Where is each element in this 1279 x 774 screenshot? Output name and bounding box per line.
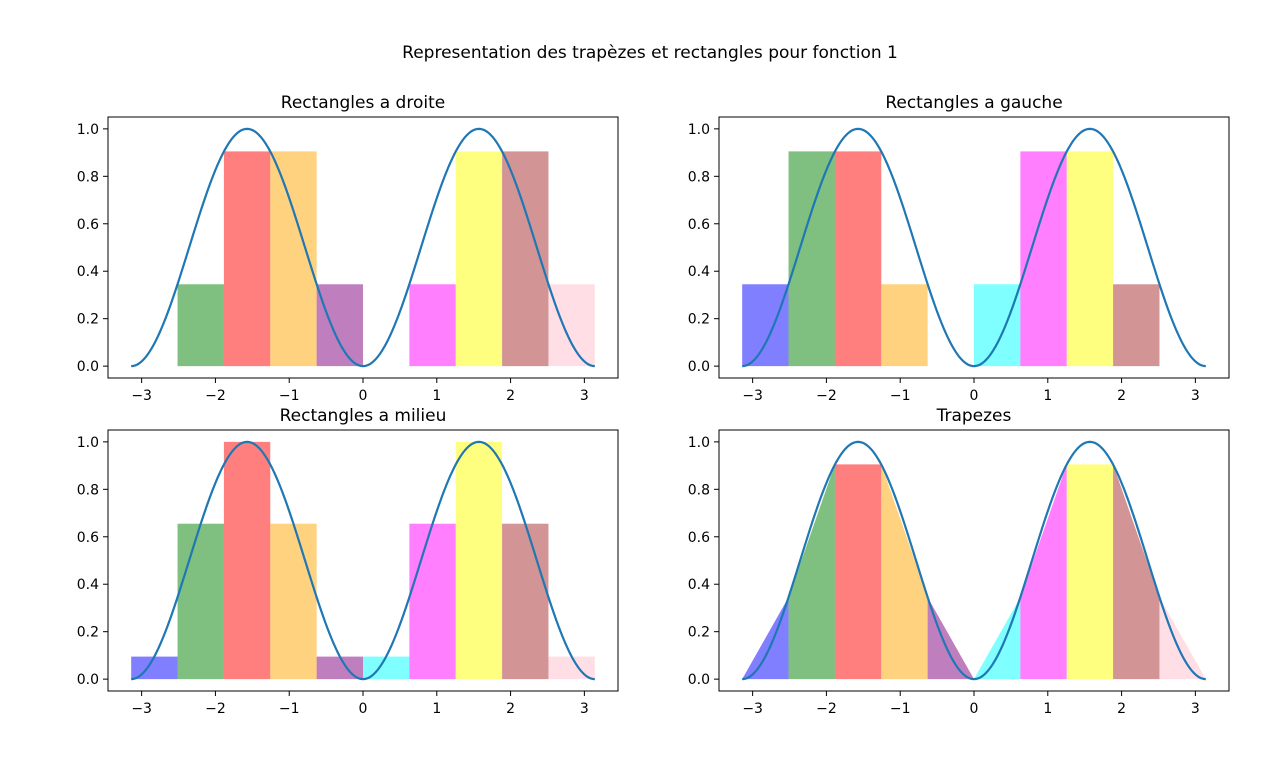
bar-2 <box>177 523 224 680</box>
bar-9 <box>502 523 549 680</box>
figure-title: Representation des trapèzes et rectangle… <box>402 43 898 63</box>
x-tick-label: −1 <box>890 701 911 717</box>
plot-area <box>131 127 595 368</box>
y-tick-label: 1.0 <box>77 435 99 451</box>
x-tick-label: −1 <box>279 701 300 717</box>
x-tick-label: 2 <box>1117 701 1126 717</box>
plot-area <box>742 440 1206 681</box>
bar-3 <box>223 151 271 367</box>
bar-8 <box>455 441 503 680</box>
y-tick-label: 0.6 <box>77 217 99 233</box>
trapezoid-1 <box>742 597 789 680</box>
x-tick-label: −2 <box>816 388 837 404</box>
trapezoid-2 <box>788 464 835 680</box>
subplot-4: −3 −2 −1 0 1 2 3 0.0 0.2 0.4 0.6 0.8 1.0 Trapezes <box>688 406 1230 717</box>
trapezoid-6 <box>974 597 1021 680</box>
trapezoid-8 <box>1066 464 1114 680</box>
x-tick-label: 0 <box>359 701 368 717</box>
function-curve <box>131 440 595 681</box>
y-tick-label: 0.6 <box>688 217 710 233</box>
y-tick-label: 0.8 <box>77 169 99 185</box>
x-tick-label: 2 <box>506 701 515 717</box>
y-tick-label: 0.0 <box>77 672 99 688</box>
x-tick-label: 2 <box>506 388 515 404</box>
x-tick-label: 3 <box>1191 701 1200 717</box>
x-tick-label: 1 <box>1043 388 1052 404</box>
y-tick-label: 0.2 <box>77 625 99 641</box>
x-tick-label: 1 <box>432 701 441 717</box>
trapezoid-7 <box>1020 464 1067 680</box>
function-curve <box>131 127 595 368</box>
bar-2 <box>177 284 224 367</box>
y-tick-label: 0.0 <box>77 359 99 375</box>
y-tick-label: 0.4 <box>77 577 99 593</box>
y-tick-label: 0.0 <box>688 359 710 375</box>
function-curve <box>742 440 1206 681</box>
subplot-3: −3 −2 −1 0 1 2 3 0.0 0.2 0.4 0.6 0.8 1.0 Rectangles a… <box>77 406 619 717</box>
function-curve <box>742 127 1206 368</box>
bar-4 <box>270 523 317 680</box>
bar-3 <box>834 151 882 367</box>
x-tick-label: 3 <box>580 388 589 404</box>
y-tick-label: 1.0 <box>688 435 710 451</box>
y-tick-label: 0.0 <box>688 672 710 688</box>
bar-10 <box>548 284 595 367</box>
trapezoid-3 <box>834 464 882 680</box>
plot-area <box>131 440 595 681</box>
subplot-title: Rectangles a droite <box>281 93 445 113</box>
x-tick-label: 2 <box>1117 388 1126 404</box>
x-tick-label: −2 <box>205 388 226 404</box>
x-tick-label: 0 <box>970 388 979 404</box>
bar-8 <box>455 151 503 367</box>
y-tick-label: 0.4 <box>77 264 99 280</box>
bar-7 <box>409 523 456 680</box>
x-tick-label: 0 <box>359 388 368 404</box>
x-tick-label: −1 <box>890 388 911 404</box>
x-tick-label: −2 <box>816 701 837 717</box>
y-tick-label: 0.8 <box>688 169 710 185</box>
bar-5 <box>316 284 363 367</box>
bar-7 <box>409 284 456 367</box>
trapezoid-5 <box>927 597 974 680</box>
y-tick-label: 0.8 <box>77 482 99 498</box>
x-tick-label: −3 <box>131 701 152 717</box>
trapezoid-4 <box>881 464 928 680</box>
x-tick-label: −2 <box>205 701 226 717</box>
y-tick-label: 0.4 <box>688 264 710 280</box>
bar-3 <box>223 441 271 680</box>
trapezoid-9 <box>1113 464 1160 680</box>
x-tick-label: −3 <box>742 701 763 717</box>
x-tick-label: 3 <box>580 701 589 717</box>
plot-area <box>742 127 1206 368</box>
bar-9 <box>1113 284 1160 367</box>
trapezoid-10 <box>1159 597 1206 680</box>
y-tick-label: 0.2 <box>688 312 710 328</box>
subplot-1: −3 −2 −1 0 1 2 3 0.0 0.2 0.4 0.6 0.8 1.0 Rectangles a… <box>77 93 619 404</box>
x-tick-label: −3 <box>742 388 763 404</box>
y-tick-label: 1.0 <box>77 122 99 138</box>
bar-6 <box>974 284 1021 367</box>
x-tick-label: 1 <box>432 388 441 404</box>
y-tick-label: 0.6 <box>688 530 710 546</box>
bar-1 <box>742 284 789 367</box>
y-tick-label: 0.6 <box>77 530 99 546</box>
y-tick-label: 1.0 <box>688 122 710 138</box>
y-tick-label: 0.4 <box>688 577 710 593</box>
bar-4 <box>881 284 928 367</box>
x-tick-label: 3 <box>1191 388 1200 404</box>
x-tick-label: −1 <box>279 388 300 404</box>
subplot-title: Rectangles a milieu <box>280 406 447 426</box>
subplot-2: −3 −2 −1 0 1 2 3 0.0 0.2 0.4 0.6 0.8 1.0 Rectangles a… <box>688 93 1230 404</box>
y-tick-label: 0.8 <box>688 482 710 498</box>
bar-8 <box>1066 151 1114 367</box>
subplot-title: Rectangles a gauche <box>885 93 1062 113</box>
x-tick-label: −3 <box>131 388 152 404</box>
x-tick-label: 0 <box>970 701 979 717</box>
y-tick-label: 0.2 <box>688 625 710 641</box>
subplot-title: Trapezes <box>936 406 1012 426</box>
x-tick-label: 1 <box>1043 701 1052 717</box>
y-tick-label: 0.2 <box>77 312 99 328</box>
